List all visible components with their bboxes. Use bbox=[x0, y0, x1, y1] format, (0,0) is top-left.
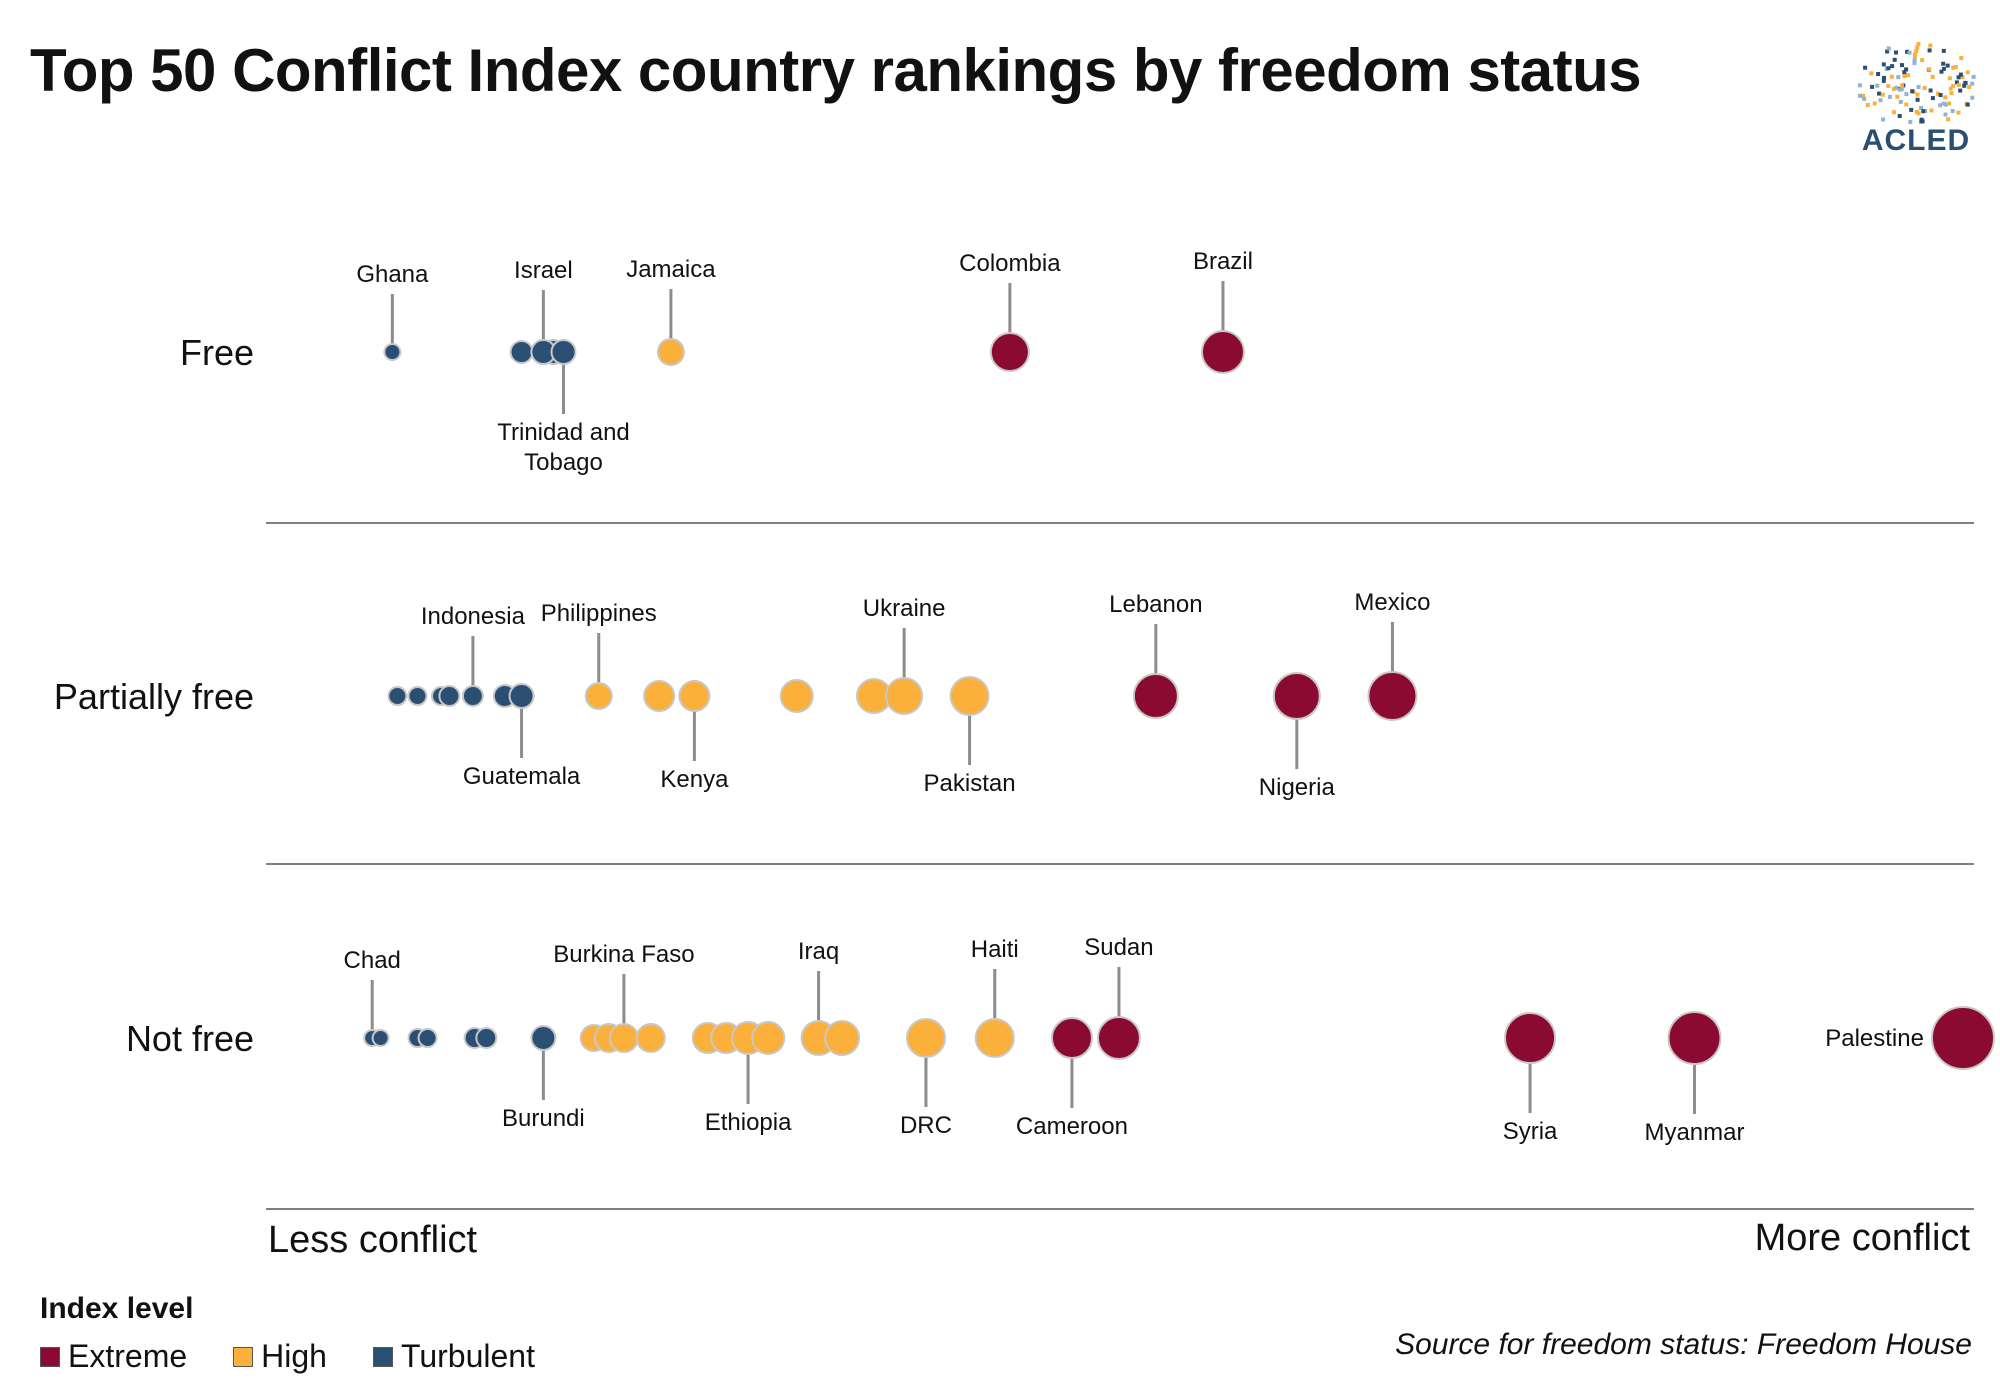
label-brazil: Brazil bbox=[1193, 248, 1253, 275]
legend-item-extreme: Extreme bbox=[40, 1338, 187, 1375]
chart-title: Top 50 Conflict Index country rankings b… bbox=[30, 37, 1642, 104]
bubble-palestine bbox=[1930, 1006, 1995, 1070]
label-guatemala: Guatemala bbox=[463, 763, 581, 790]
bubble-syria bbox=[1504, 1012, 1557, 1064]
label-trinidad-and-tobago: Trinidad and Tobago bbox=[497, 419, 630, 476]
label-philippines: Philippines bbox=[541, 600, 657, 627]
bubble-myanmar bbox=[1667, 1011, 1722, 1065]
bubble-partially-free-4 bbox=[438, 685, 461, 707]
bubble-not-free-4 bbox=[417, 1028, 438, 1048]
legend-item-turbulent: Turbulent bbox=[372, 1338, 535, 1375]
bubble-sudan bbox=[1096, 1016, 1141, 1060]
legend-label-high: High bbox=[261, 1338, 327, 1374]
country-labels: Ghana Israel Trinidad and Tobago Jamaica Colo… bbox=[344, 248, 1924, 1146]
label-cameroon: Cameroon bbox=[1016, 1113, 1128, 1140]
bubble-partially-free-9 bbox=[643, 680, 676, 712]
bubble-mexico bbox=[1367, 671, 1418, 721]
row-labels: Free Partially free Not free bbox=[54, 332, 254, 1059]
bubble-partially-free-2 bbox=[407, 686, 428, 706]
leader-lines bbox=[370, 281, 1696, 1114]
bubble-indonesia bbox=[461, 685, 484, 707]
row-label-partially-free: Partially free bbox=[54, 676, 254, 717]
bubble-jamaica bbox=[656, 338, 685, 366]
label-burkina-faso: Burkina Faso bbox=[553, 941, 694, 968]
bubble-partially-free-11 bbox=[779, 679, 814, 713]
axis-high-label: More conflict bbox=[1755, 1217, 1971, 1259]
row-label-free: Free bbox=[180, 332, 254, 373]
row-label-not-free: Not free bbox=[126, 1018, 254, 1059]
bubble-philippines bbox=[584, 682, 613, 710]
bubble-drc bbox=[905, 1018, 946, 1058]
label-sudan: Sudan bbox=[1084, 934, 1153, 961]
label-mexico: Mexico bbox=[1354, 589, 1430, 616]
label-palestine: Palestine bbox=[1825, 1025, 1924, 1052]
bubble-kenya bbox=[678, 680, 711, 712]
legend-item-high: High bbox=[233, 1338, 327, 1375]
bubble-free-2 bbox=[509, 340, 534, 364]
bubble-brazil bbox=[1200, 330, 1245, 374]
bubble-partially-free-1 bbox=[387, 686, 408, 706]
bubble-ukraine bbox=[885, 677, 924, 715]
label-indonesia: Indonesia bbox=[421, 603, 526, 630]
bubble-ghana bbox=[383, 343, 402, 361]
label-pakistan: Pakistan bbox=[924, 770, 1016, 797]
label-ukraine: Ukraine bbox=[863, 595, 946, 622]
bubble-burkina-faso bbox=[608, 1023, 639, 1053]
bubble-not-free-6 bbox=[475, 1027, 498, 1049]
row-dividers bbox=[266, 522, 1974, 1210]
bubble-nigeria bbox=[1272, 672, 1321, 720]
bubble-guatemala bbox=[508, 683, 535, 709]
legend-label-extreme: Extreme bbox=[68, 1338, 188, 1374]
bubble-not-free-11 bbox=[635, 1023, 666, 1053]
bubble-lebanon bbox=[1132, 673, 1179, 719]
source-note: Source for freedom status: Freedom House bbox=[1395, 1328, 1972, 1361]
bubbles bbox=[363, 330, 1995, 1070]
legend-label-turbulent: Turbulent bbox=[400, 1338, 535, 1374]
bubble-colombia bbox=[989, 332, 1030, 372]
bubble-haiti bbox=[974, 1018, 1015, 1058]
bubble-not-free-15 bbox=[751, 1021, 786, 1055]
label-israel: Israel bbox=[514, 257, 573, 284]
label-ethiopia: Ethiopia bbox=[705, 1109, 792, 1136]
legend-title: Index level bbox=[40, 1292, 194, 1325]
label-colombia: Colombia bbox=[959, 250, 1061, 277]
axis-low-label: Less conflict bbox=[268, 1219, 478, 1261]
label-kenya: Kenya bbox=[660, 766, 729, 793]
label-jamaica: Jamaica bbox=[626, 256, 716, 283]
label-nigeria: Nigeria bbox=[1259, 774, 1336, 801]
label-chad: Chad bbox=[344, 947, 401, 974]
bubble-not-free-2 bbox=[371, 1029, 390, 1047]
label-burundi: Burundi bbox=[502, 1105, 585, 1132]
acled-logo-icon bbox=[1857, 42, 1976, 124]
legend-swatch-extreme bbox=[40, 1346, 60, 1367]
label-iraq: Iraq bbox=[798, 938, 839, 965]
legend-swatch-high bbox=[233, 1346, 254, 1367]
label-ghana: Ghana bbox=[356, 261, 429, 288]
acled-logo-text: ACLED bbox=[1861, 124, 1971, 157]
label-haiti: Haiti bbox=[971, 936, 1019, 963]
label-syria: Syria bbox=[1503, 1118, 1558, 1145]
label-drc: DRC bbox=[900, 1112, 952, 1139]
bubble-pakistan bbox=[949, 676, 990, 716]
bubble-cameroon bbox=[1050, 1017, 1093, 1059]
legend-swatch-turbulent bbox=[372, 1346, 393, 1367]
bubble-trinidad-and-tobago bbox=[550, 339, 577, 365]
bubble-not-free-17 bbox=[824, 1020, 861, 1056]
label-lebanon: Lebanon bbox=[1109, 591, 1202, 618]
legend: Extreme High Turbulent bbox=[40, 1338, 581, 1375]
bubble-burundi bbox=[530, 1025, 557, 1051]
label-myanmar: Myanmar bbox=[1644, 1119, 1744, 1146]
